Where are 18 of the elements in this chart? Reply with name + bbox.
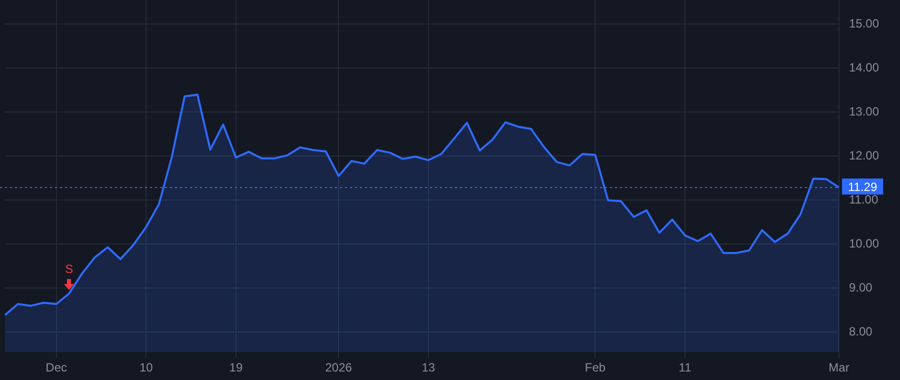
x-tick-label: 19	[229, 360, 243, 375]
x-tick-label: Dec	[46, 360, 67, 375]
y-tick-label: 8.00	[849, 324, 873, 339]
x-tick-label: 10	[139, 360, 154, 375]
x-tick-label: 11	[678, 360, 692, 375]
y-tick-label: 10.00	[849, 236, 880, 251]
y-tick-label: 11.00	[849, 192, 878, 207]
y-tick-label: 15.00	[849, 16, 880, 31]
x-tick-label: 13	[422, 360, 436, 375]
x-tick-label: 2026	[325, 360, 352, 375]
y-tick-label: 9.00	[849, 280, 873, 295]
x-tick-label: Mar	[828, 360, 850, 375]
annotation: S	[65, 262, 74, 276]
x-tick-label: Feb	[584, 360, 606, 375]
y-tick-label: 14.00	[849, 60, 880, 75]
ref-line-label: 11.29	[848, 180, 878, 194]
y-tick-label: 13.00	[849, 104, 880, 119]
y-tick-label: 12.00	[849, 148, 880, 163]
